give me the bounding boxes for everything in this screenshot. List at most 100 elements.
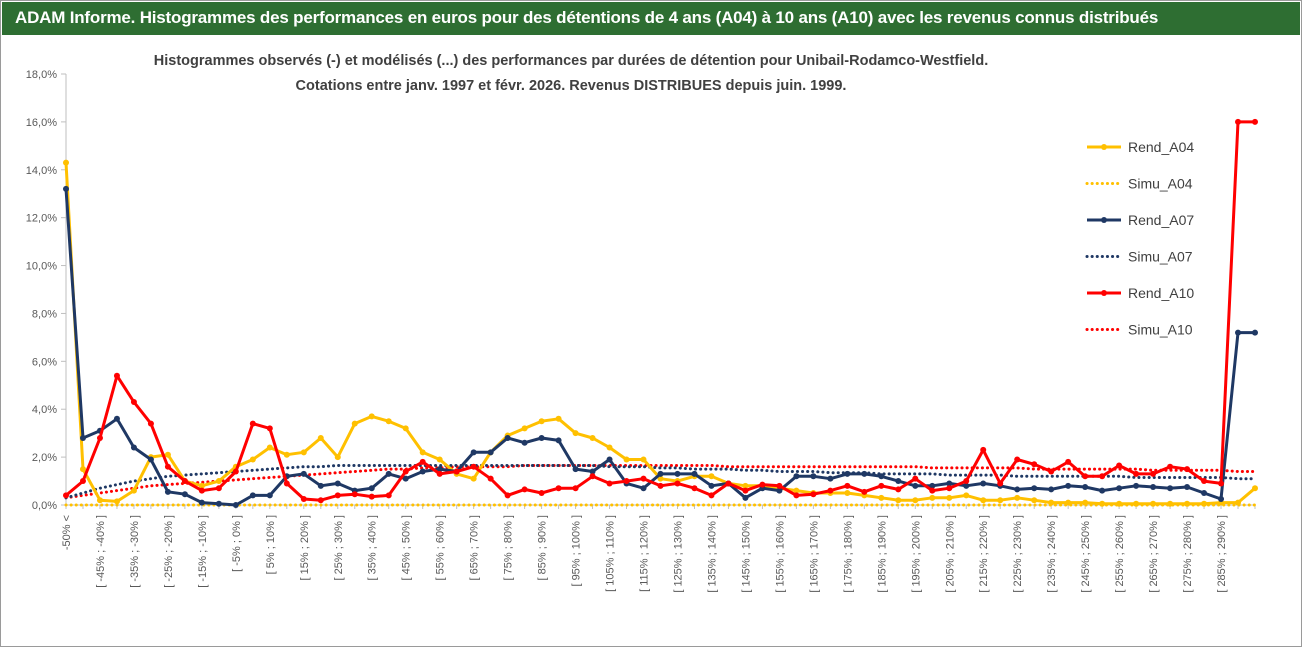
x-tick-label: [ 245% ; 250% ]: [1080, 515, 1092, 593]
y-tick-label: 16,0%: [26, 117, 57, 129]
x-tick-label: [ 105% ; 110% ]: [605, 515, 617, 592]
series-line-rend-a04: [64, 162, 1256, 506]
y-tick-label: 8,0%: [32, 308, 57, 320]
data-point-rend-a10: [674, 480, 681, 487]
data-point-rend-a04: [368, 413, 375, 420]
data-point-rend-a04: [351, 420, 358, 427]
x-axis: -50% < [ -45% ; -40% ] [ -35% ; -30% ] [ -2…: [61, 504, 1256, 593]
data-point-rend-a07: [368, 485, 375, 492]
data-point-rend-a10: [351, 491, 358, 498]
data-point-rend-a10: [130, 399, 137, 406]
data-point-rend-a07: [742, 494, 749, 501]
data-point-rend-a07: [827, 475, 834, 482]
data-point-rend-a07: [606, 456, 613, 463]
data-point-rend-a10: [1065, 458, 1072, 465]
x-tick-label: [ 35% ; 40% ]: [367, 515, 379, 580]
data-point-rend-a10: [1167, 463, 1174, 470]
data-point-rend-a04: [470, 475, 477, 482]
data-point-rend-a07: [1065, 482, 1072, 489]
x-tick-label: [ 155% ; 160% ]: [774, 515, 786, 593]
data-point-rend-a04: [1252, 485, 1258, 492]
legend: Rend_A04 Simu_A04 Rend_A07 Simu_A07 Rend_A10…: [1085, 139, 1194, 338]
x-tick-label: [ 55% ; 60% ]: [435, 515, 447, 580]
data-point-rend-a04: [589, 434, 596, 441]
data-point-rend-a07: [300, 470, 307, 477]
data-point-rend-a04: [521, 425, 528, 432]
data-point-rend-a10: [742, 487, 749, 494]
data-point-rend-a10: [708, 492, 715, 499]
legend-label-rend-a07: Rend_A07: [1128, 212, 1194, 228]
data-point-rend-a07: [674, 470, 681, 477]
data-point-rend-a07: [912, 482, 919, 489]
data-point-rend-a07: [113, 415, 120, 422]
y-tick-label: 12,0%: [26, 213, 57, 225]
data-point-rend-a07: [317, 482, 324, 489]
data-point-rend-a04: [249, 456, 256, 463]
data-point-rend-a07: [147, 456, 154, 463]
data-point-rend-a04: [844, 490, 851, 497]
data-point-rend-a07: [946, 480, 953, 487]
data-point-rend-a07: [691, 470, 698, 477]
x-tick-label: [ 65% ; 70% ]: [469, 515, 481, 580]
data-point-rend-a04: [402, 425, 409, 432]
data-point-rend-a07: [1252, 329, 1258, 336]
x-tick-label: [ 5% ; 10% ]: [265, 515, 277, 574]
data-point-rend-a10: [1201, 478, 1208, 485]
data-point-rend-a10: [861, 488, 868, 495]
data-point-rend-a10: [79, 478, 86, 485]
data-point-rend-a07: [980, 480, 987, 487]
data-point-rend-a10: [385, 492, 392, 499]
data-point-rend-a10: [96, 434, 103, 441]
data-point-rend-a04: [63, 159, 69, 166]
data-point-rend-a07: [1201, 490, 1208, 497]
data-point-rend-a07: [776, 487, 783, 494]
data-point-rend-a04: [283, 451, 290, 458]
data-point-rend-a10: [1218, 480, 1225, 487]
data-point-rend-a04: [929, 494, 936, 501]
data-point-rend-a07: [266, 492, 273, 499]
data-point-rend-a10: [827, 487, 834, 494]
data-point-rend-a10: [1082, 473, 1089, 480]
data-point-rend-a10: [844, 482, 851, 489]
chart-subtitle-line-1: Histogrammes observés (-) et modélisés (…: [153, 53, 989, 69]
data-point-rend-a04: [623, 456, 630, 463]
x-tick-label: [ -15% ; -10% ]: [197, 515, 209, 588]
x-tick-label: [ -45% ; -40% ]: [95, 515, 107, 588]
x-tick-label: [ 125% ; 130% ]: [672, 515, 684, 593]
data-point-rend-a07: [1116, 485, 1123, 492]
data-point-rend-a04: [878, 494, 885, 501]
y-tick-label: 18,0%: [26, 69, 57, 81]
data-point-rend-a07: [1048, 486, 1055, 493]
data-point-rend-a04: [317, 434, 324, 441]
data-point-rend-a07: [1031, 485, 1038, 492]
data-point-rend-a07: [861, 470, 868, 477]
series-line-rend-a07: [64, 188, 1255, 507]
data-point-rend-a10: [1099, 473, 1106, 480]
data-point-rend-a07: [555, 437, 562, 444]
x-tick-label: [ -5% ; 0% ]: [231, 515, 243, 572]
data-point-rend-a04: [1082, 499, 1089, 506]
data-point-rend-a04: [606, 444, 613, 451]
data-point-rend-a04: [215, 478, 222, 485]
data-point-rend-a07: [1184, 484, 1191, 491]
data-point-rend-a10: [1031, 461, 1038, 468]
data-point-rend-a10: [147, 420, 154, 427]
data-point-rend-a10: [776, 482, 783, 489]
data-point-rend-a07: [708, 482, 715, 489]
x-tick-label: [ 275% ; 280% ]: [1182, 515, 1194, 593]
data-point-rend-a04: [419, 449, 426, 456]
data-point-rend-a10: [1184, 466, 1191, 473]
data-point-rend-a10: [63, 492, 69, 499]
data-point-rend-a10: [657, 482, 664, 489]
data-point-rend-a10: [606, 480, 613, 487]
data-point-rend-a04: [1048, 499, 1055, 506]
data-point-rend-a07: [164, 488, 171, 495]
data-point-rend-a04: [436, 456, 443, 463]
y-tick-label: 14,0%: [26, 165, 57, 177]
data-point-rend-a10: [1252, 118, 1258, 125]
data-point-rend-a10: [810, 491, 817, 498]
data-point-rend-a07: [589, 468, 596, 475]
data-point-rend-a10: [912, 475, 919, 482]
data-point-rend-a04: [385, 418, 392, 425]
x-tick-label: [ 115% ; 120% ]: [639, 515, 651, 592]
